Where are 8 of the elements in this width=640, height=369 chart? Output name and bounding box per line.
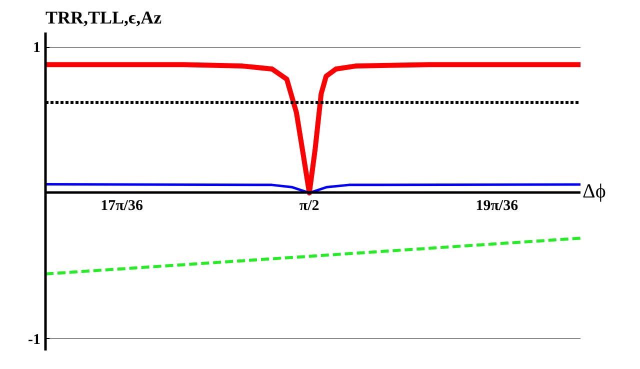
x-tick-label: 19π/36: [476, 198, 519, 214]
y-axis-title: TRR,TLL,ϵ,Az: [46, 8, 162, 28]
y-tick-label: 1: [33, 40, 40, 56]
x-tick-label: 17π/36: [100, 198, 144, 214]
y-tick-label: -1: [28, 332, 41, 348]
x-tick-label: π/2: [299, 198, 320, 214]
x-axis-title: Δϕ: [582, 180, 606, 202]
line-series: [46, 182, 580, 194]
